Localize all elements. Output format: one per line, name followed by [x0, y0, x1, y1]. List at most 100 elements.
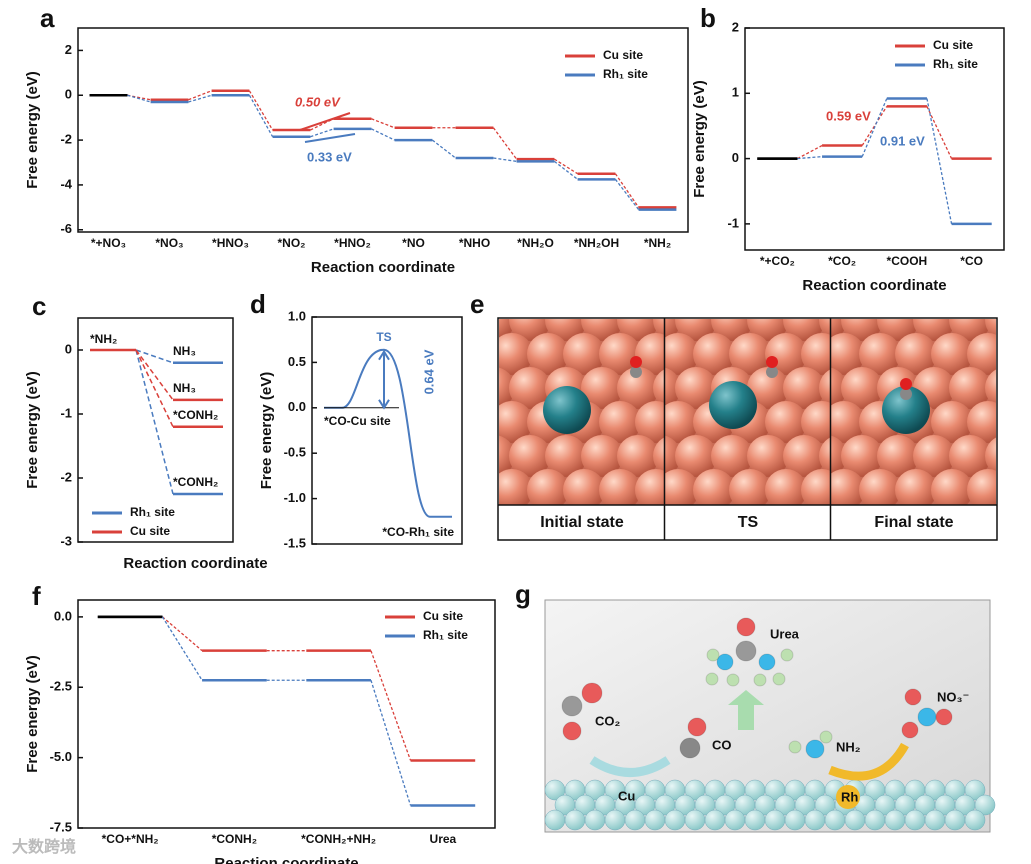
- atom: [675, 435, 717, 477]
- atom: [581, 367, 623, 409]
- c-atom: [900, 388, 912, 400]
- x-tick-label: *NH₂: [644, 236, 671, 250]
- atom: [617, 435, 659, 477]
- scene-label: Rh: [841, 789, 858, 804]
- atom: [747, 367, 789, 409]
- molecule-atom: [780, 648, 794, 662]
- x-tick-label: *NH₂O: [517, 236, 554, 250]
- plot-frame: [77, 317, 234, 543]
- molecule-atom: [758, 653, 776, 671]
- y-axis-label: Free energy (eV): [258, 372, 275, 490]
- atom: [765, 469, 807, 505]
- x-tick-label: *COOH: [887, 254, 928, 268]
- scene-label: NH₂: [836, 739, 861, 754]
- y-tick-label: -1: [727, 215, 739, 230]
- x-axis-label: Reaction coordinate: [214, 855, 358, 864]
- atom: [665, 401, 699, 443]
- point-label: TS: [376, 330, 391, 344]
- arrow: [728, 690, 764, 730]
- x-tick-label: *NO₂: [277, 236, 305, 250]
- molecule-atom: [562, 721, 582, 741]
- surface-atom: [924, 809, 946, 831]
- rh-atom: [836, 785, 860, 809]
- atoms: [665, 319, 830, 505]
- y-tick-label: 2: [65, 42, 72, 57]
- atom: [499, 401, 533, 443]
- atom: [545, 435, 587, 477]
- molecule-atom: [687, 717, 707, 737]
- atom: [729, 469, 771, 505]
- connector: [492, 127, 518, 160]
- y-axis-label: Free energy (eV): [24, 655, 41, 773]
- surface-atom: [684, 809, 706, 831]
- atom: [665, 469, 699, 505]
- y-tick-label: -5.0: [50, 749, 72, 764]
- connector: [926, 98, 953, 225]
- level-label: *CONH₂: [173, 408, 218, 422]
- atom: [581, 435, 623, 477]
- surface-atom: [764, 809, 786, 831]
- panel-letter: b: [700, 3, 716, 33]
- y-tick-label: -1.0: [284, 490, 306, 505]
- atom: [841, 367, 883, 409]
- connector: [371, 128, 395, 141]
- atom: [747, 435, 789, 477]
- atom: [1003, 401, 1031, 443]
- x-tick-label: *HNO₃: [212, 236, 249, 250]
- atom: [801, 401, 830, 443]
- x-tick-label: *CONH₂: [212, 832, 257, 846]
- point-label: *CO-Cu site: [324, 414, 391, 428]
- molecule-atom: [726, 673, 740, 687]
- atom: [819, 437, 830, 475]
- surface-atom: [564, 809, 586, 831]
- surface-atom: [844, 809, 866, 831]
- surface-atom: [964, 809, 986, 831]
- panel-letter: e: [470, 289, 484, 319]
- annotation: 0.64 eV: [421, 349, 436, 394]
- connector: [248, 94, 274, 138]
- legend-label: Cu site: [130, 524, 170, 538]
- atom: [967, 333, 996, 375]
- surface-atom: [544, 809, 566, 831]
- watermark: 大数跨境: [12, 837, 76, 856]
- atom: [653, 369, 664, 407]
- connector: [135, 349, 174, 428]
- surface-atom: [884, 809, 906, 831]
- connector: [614, 178, 640, 210]
- x-tick-label: *CONH₂+NH₂: [301, 832, 376, 846]
- x-tick-label: *NHO: [459, 236, 490, 250]
- point-label: *CO-Rh₁ site: [382, 525, 454, 539]
- o-atom: [900, 378, 912, 390]
- atom: [831, 401, 865, 443]
- legend-label: Cu site: [423, 609, 463, 623]
- atom: [931, 333, 973, 375]
- y-tick-label: -7.5: [50, 819, 72, 834]
- molecule-atom: [716, 653, 734, 671]
- connector: [188, 94, 212, 103]
- panel-frame: [497, 317, 998, 541]
- connector: [188, 90, 212, 101]
- atom: [711, 435, 753, 477]
- connector: [248, 90, 274, 131]
- atom: [1003, 333, 1031, 375]
- panel-g: Urea CO₂ CO NO₃⁻ NH₂ Cu Rh: [544, 599, 996, 833]
- panel-letter: a: [40, 3, 55, 33]
- legend-label: Rh₁ site: [933, 57, 978, 71]
- molecule-atom: [679, 737, 701, 759]
- molecule-atom: [561, 695, 583, 717]
- level-label: NH₃: [173, 381, 196, 395]
- x-tick-label: *CO: [960, 254, 983, 268]
- atom: [653, 437, 664, 475]
- level-label: *NH₂: [90, 332, 117, 346]
- state-label: Initial state: [540, 514, 624, 531]
- x-tick-label: *HNO₂: [334, 236, 371, 250]
- atom: [635, 401, 664, 443]
- connector: [614, 173, 640, 208]
- y-tick-label: -2: [60, 469, 72, 484]
- y-tick-label: -0.5: [284, 445, 306, 460]
- c-atom: [630, 366, 642, 378]
- y-tick-label: -3: [60, 533, 72, 548]
- surface-atom: [704, 809, 726, 831]
- surface-atom: [604, 809, 626, 831]
- y-tick-label: 0: [65, 87, 72, 102]
